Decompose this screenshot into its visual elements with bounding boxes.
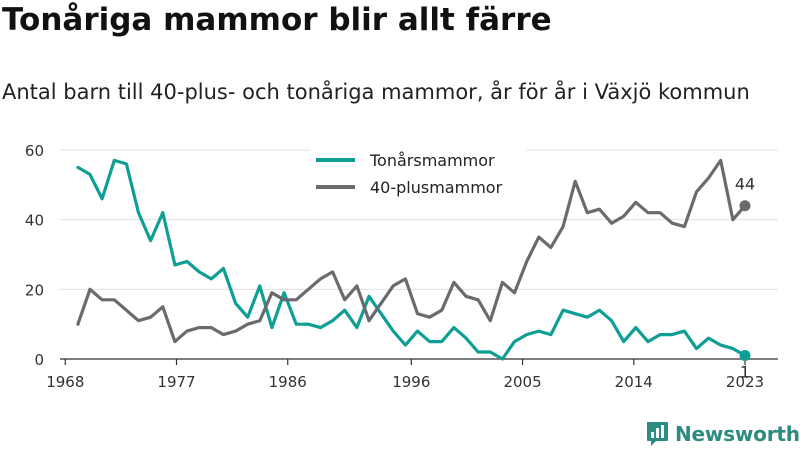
legend: Tonårsmammor 40-plusmammor xyxy=(310,146,526,204)
y-tick-label: 20 xyxy=(25,281,44,299)
series-lines xyxy=(76,158,751,362)
end-point-marker xyxy=(739,200,751,212)
y-tick-label: 60 xyxy=(25,142,44,160)
bar-chart-logo-icon xyxy=(647,422,668,446)
legend-label: Tonårsmammor xyxy=(369,151,495,170)
end-value-label: 44 xyxy=(735,175,755,194)
series-line-1 xyxy=(76,158,747,344)
legend-background xyxy=(310,146,526,204)
x-tick-label: 2023 xyxy=(726,373,764,391)
x-tick-label: 1996 xyxy=(392,373,430,391)
x-tick-label: 1968 xyxy=(46,373,84,391)
x-tick-label: 1986 xyxy=(269,373,307,391)
end-labels: 1 44 xyxy=(735,175,755,382)
x-tick-label: 2014 xyxy=(615,373,653,391)
legend-label: 40-plusmammor xyxy=(370,178,503,197)
axis-ticks: 0 20 40 60 1968 1977 1986 1996 2005 2014 2023 xyxy=(25,142,764,391)
x-tick-label: 2005 xyxy=(503,373,541,391)
newsworthy-logo: Newsworthy xyxy=(645,419,800,449)
y-tick-label: 40 xyxy=(25,212,44,230)
end-value-label: 1 xyxy=(740,363,750,382)
series-line-0 xyxy=(76,158,747,361)
end-point-marker xyxy=(739,350,751,362)
y-tick-label: 0 xyxy=(34,351,44,369)
brand-name: Newsworthy xyxy=(675,422,800,446)
chart-subtitle: Antal barn till 40-plus- och tonåriga ma… xyxy=(2,80,750,104)
chart-title: Tonåriga mammor blir allt färre xyxy=(2,2,552,38)
x-tick-label: 1977 xyxy=(157,373,195,391)
